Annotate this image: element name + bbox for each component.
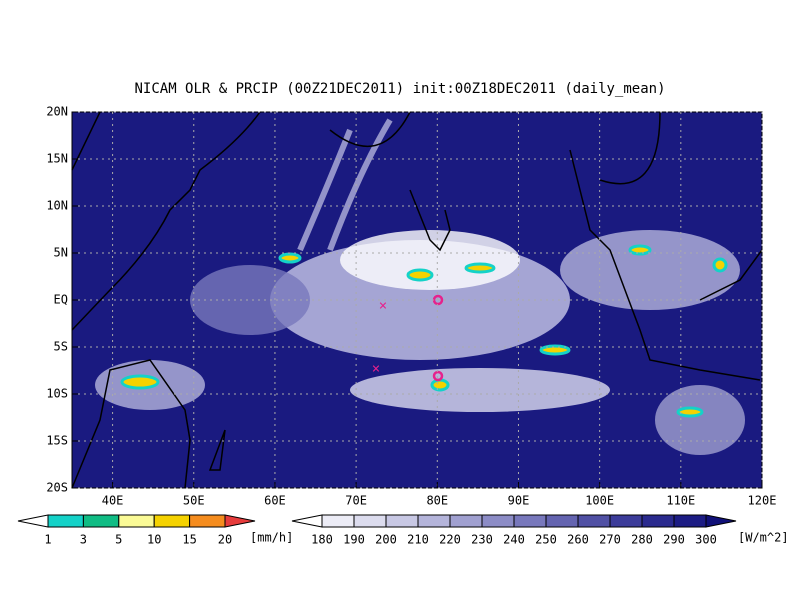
colorbar-unit: [mm/h]: [250, 531, 293, 545]
colorbar-end: [705, 514, 737, 528]
colorbar-label: 10: [147, 533, 161, 547]
x-tick-label: 40E: [102, 494, 124, 508]
x-tick-label: 100E: [585, 494, 614, 508]
coastline: [71, 111, 763, 489]
colorbar-box: [189, 514, 226, 528]
colorbar-end: [17, 514, 49, 528]
colorbar-box: [481, 514, 515, 528]
rain-cells: [120, 244, 728, 418]
y-tick-label: 5N: [54, 246, 68, 260]
y-tick-label: 15S: [46, 434, 68, 448]
x-tick-label: 70E: [345, 494, 367, 508]
colorbar-label: 200: [375, 533, 397, 547]
colorbar-box: [545, 514, 579, 528]
colorbar-end: [224, 514, 256, 528]
colorbar-box: [118, 514, 155, 528]
marker: ×: [379, 298, 387, 314]
colorbar-box: [47, 514, 84, 528]
y-tick-label: 5S: [54, 340, 68, 354]
cloud: [190, 265, 310, 335]
y-tick-label: 20S: [46, 481, 68, 495]
colorbar-label: 290: [663, 533, 685, 547]
colorbar-label: 240: [503, 533, 525, 547]
colorbar-label: 260: [567, 533, 589, 547]
colorbar-box: [153, 514, 191, 528]
colorbar-box: [417, 514, 451, 528]
x-tick-label: 50E: [183, 494, 205, 508]
cloud: [560, 230, 740, 310]
colorbar-box: [449, 514, 483, 528]
colorbar-label: 20: [218, 533, 232, 547]
x-tick-label: 120E: [748, 494, 777, 508]
marker: [432, 370, 444, 382]
colorbar-label: 220: [439, 533, 461, 547]
colorbar-box: [609, 514, 643, 528]
colorbar-label: 280: [631, 533, 653, 547]
colorbar-box: [385, 514, 419, 528]
x-tick-label: 90E: [508, 494, 530, 508]
y-tick-label: 10N: [46, 199, 68, 213]
colorbar-label: 3: [80, 533, 87, 547]
map-field: × ×: [71, 111, 763, 489]
colorbar-box: [577, 514, 611, 528]
y-tick-label: 10S: [46, 387, 68, 401]
x-tick-label: 80E: [426, 494, 448, 508]
y-tick-label: 15N: [46, 152, 68, 166]
y-tick-label: EQ: [54, 293, 68, 307]
colorbar-label: 250: [535, 533, 557, 547]
colorbar-end: [291, 514, 323, 528]
cloud: [350, 368, 610, 412]
colorbar-unit: [W/m^2]: [738, 531, 789, 545]
colorbar-box: [513, 514, 547, 528]
colorbar-label: 230: [471, 533, 493, 547]
colorbar-box: [82, 514, 120, 528]
title: NICAM OLR & PRCIP (00Z21DEC2011) init:00…: [134, 81, 665, 97]
colorbar-label: 210: [407, 533, 429, 547]
x-tick-label: 110E: [666, 494, 695, 508]
colorbar-box: [673, 514, 707, 528]
colorbar-label: 5: [115, 533, 122, 547]
colorbar-label: 1: [44, 533, 51, 547]
cloud-band: [297, 118, 393, 252]
colorbar-label: 180: [311, 533, 333, 547]
colorbar-label: 190: [343, 533, 365, 547]
colorbar-label: 300: [695, 533, 717, 547]
y-tick-label: 20N: [46, 105, 68, 119]
colorbar-box: [321, 514, 355, 528]
colorbar-box: [641, 514, 675, 528]
colorbar-label: 15: [182, 533, 196, 547]
colorbar-label: 270: [599, 533, 621, 547]
cloud: [340, 230, 520, 290]
colorbar-box: [353, 514, 387, 528]
cloud: [655, 385, 745, 455]
marker: ×: [372, 361, 380, 377]
x-tick-label: 60E: [264, 494, 286, 508]
